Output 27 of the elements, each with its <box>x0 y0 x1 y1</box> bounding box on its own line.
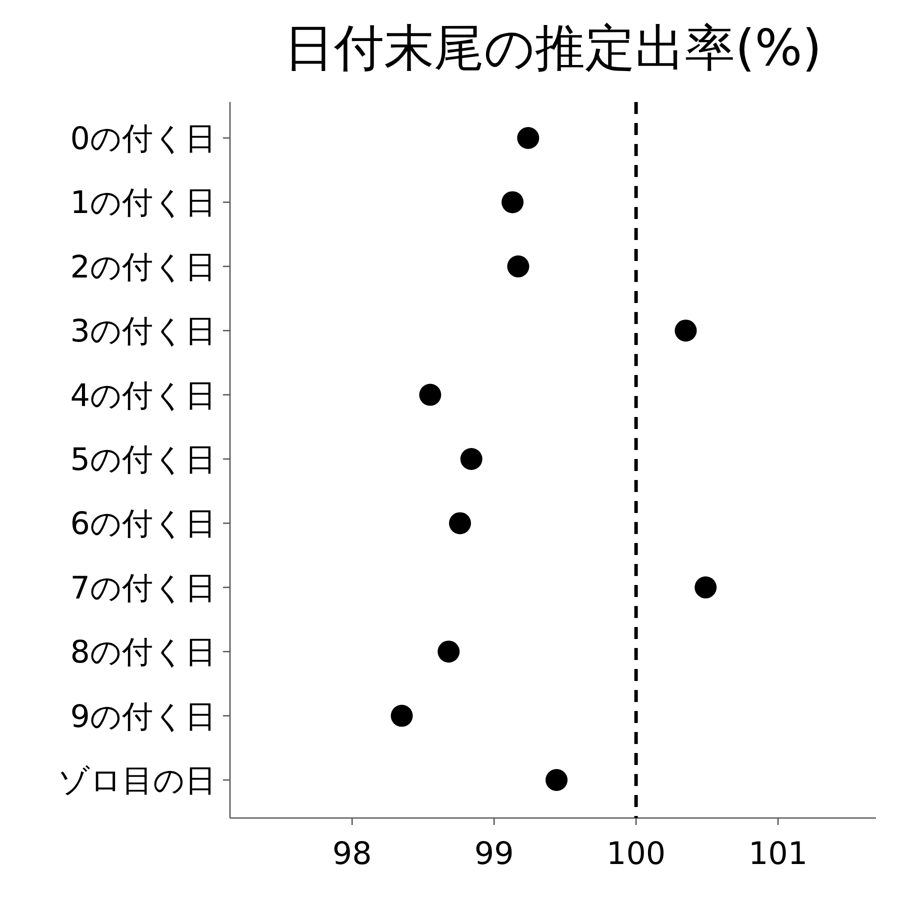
y-tick-label: ゾロ目の日 <box>58 763 216 799</box>
y-tick-label: 2の付く日 <box>70 249 216 286</box>
y-tick-label: 6の付く日 <box>70 506 216 542</box>
y-tick-label: 5の付く日 <box>70 442 216 478</box>
point <box>507 255 530 278</box>
y-tick-label: 8の付く日 <box>70 634 216 671</box>
point <box>502 191 524 214</box>
y-tick-label: 1の付く日 <box>70 185 216 222</box>
y-tick-label: 9の付く日 <box>70 698 216 735</box>
point <box>460 448 482 470</box>
x-tick-label: 100 <box>606 836 666 872</box>
y-tick-label: 0の付く日 <box>70 121 216 157</box>
point <box>546 769 568 791</box>
x-tick-label: 99 <box>474 836 514 872</box>
point <box>694 576 717 598</box>
x-tick-label: 101 <box>748 836 808 872</box>
y-tick-label: 3の付く日 <box>70 314 216 350</box>
point <box>674 320 697 342</box>
point <box>390 704 413 727</box>
chart-title: 日付末尾の推定出率(%) <box>284 19 822 77</box>
y-tick-label: 7の付く日 <box>70 570 216 606</box>
point <box>449 512 472 534</box>
point <box>438 640 460 663</box>
y-tick-label: 4の付く日 <box>70 378 216 414</box>
point <box>419 384 442 406</box>
point <box>517 127 540 149</box>
x-tick-label: 98 <box>332 836 372 872</box>
